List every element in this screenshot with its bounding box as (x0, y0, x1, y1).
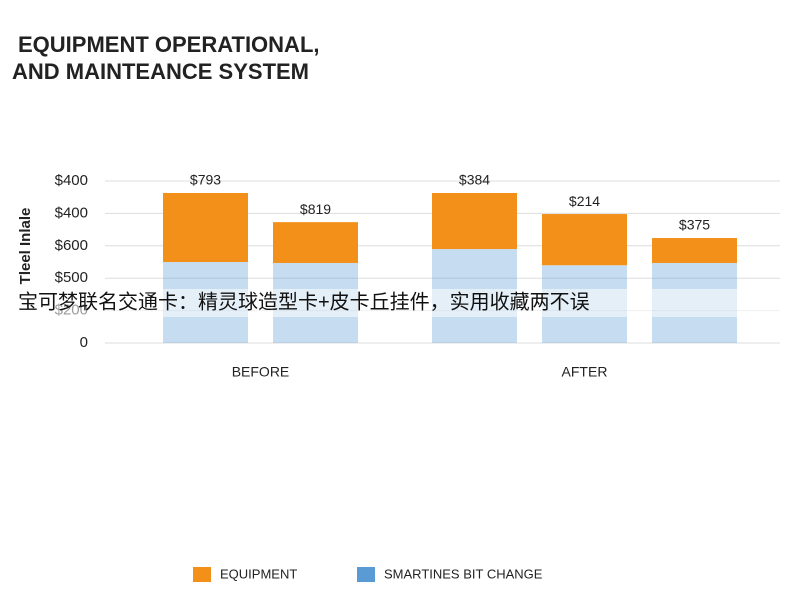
bar-segment (652, 238, 737, 263)
bar-label: $375 (679, 217, 710, 233)
y-tick-label: $400 (55, 172, 88, 189)
group-label: BEFORE (232, 364, 290, 380)
legend-label: SMARTINES BIT CHANGE (384, 566, 543, 581)
y-tick-label: $600 (55, 237, 88, 254)
y-tick-label: $400 (55, 204, 88, 221)
legend-swatch (193, 567, 211, 582)
bar-label: $384 (459, 172, 490, 188)
bar-segment (273, 222, 358, 263)
overlay-text: 宝可梦联名交通卡：精灵球造型卡+皮卡丘挂件，实用收藏两不误 (18, 290, 590, 313)
group-label: AFTER (562, 364, 608, 380)
y-tick-label: $500 (55, 269, 88, 286)
bar-label: $819 (300, 201, 331, 217)
bar-segment (163, 192, 248, 262)
bar-label: $214 (569, 193, 600, 209)
chart-title-line: AND MAINTEANCE SYSTEM (12, 59, 309, 84)
legend-label: EQUIPMENT (220, 566, 297, 581)
bar-segment (432, 192, 517, 250)
bar-label: $793 (190, 172, 221, 188)
bar-segment (542, 214, 627, 266)
y-axis-label: Tleel Inlale (17, 208, 34, 285)
legend-swatch (357, 567, 375, 582)
chart-title-line: EQUIPMENT OPERATIONAL, (18, 32, 320, 57)
overlay-band (0, 289, 800, 317)
y-tick-label: 0 (80, 334, 88, 351)
